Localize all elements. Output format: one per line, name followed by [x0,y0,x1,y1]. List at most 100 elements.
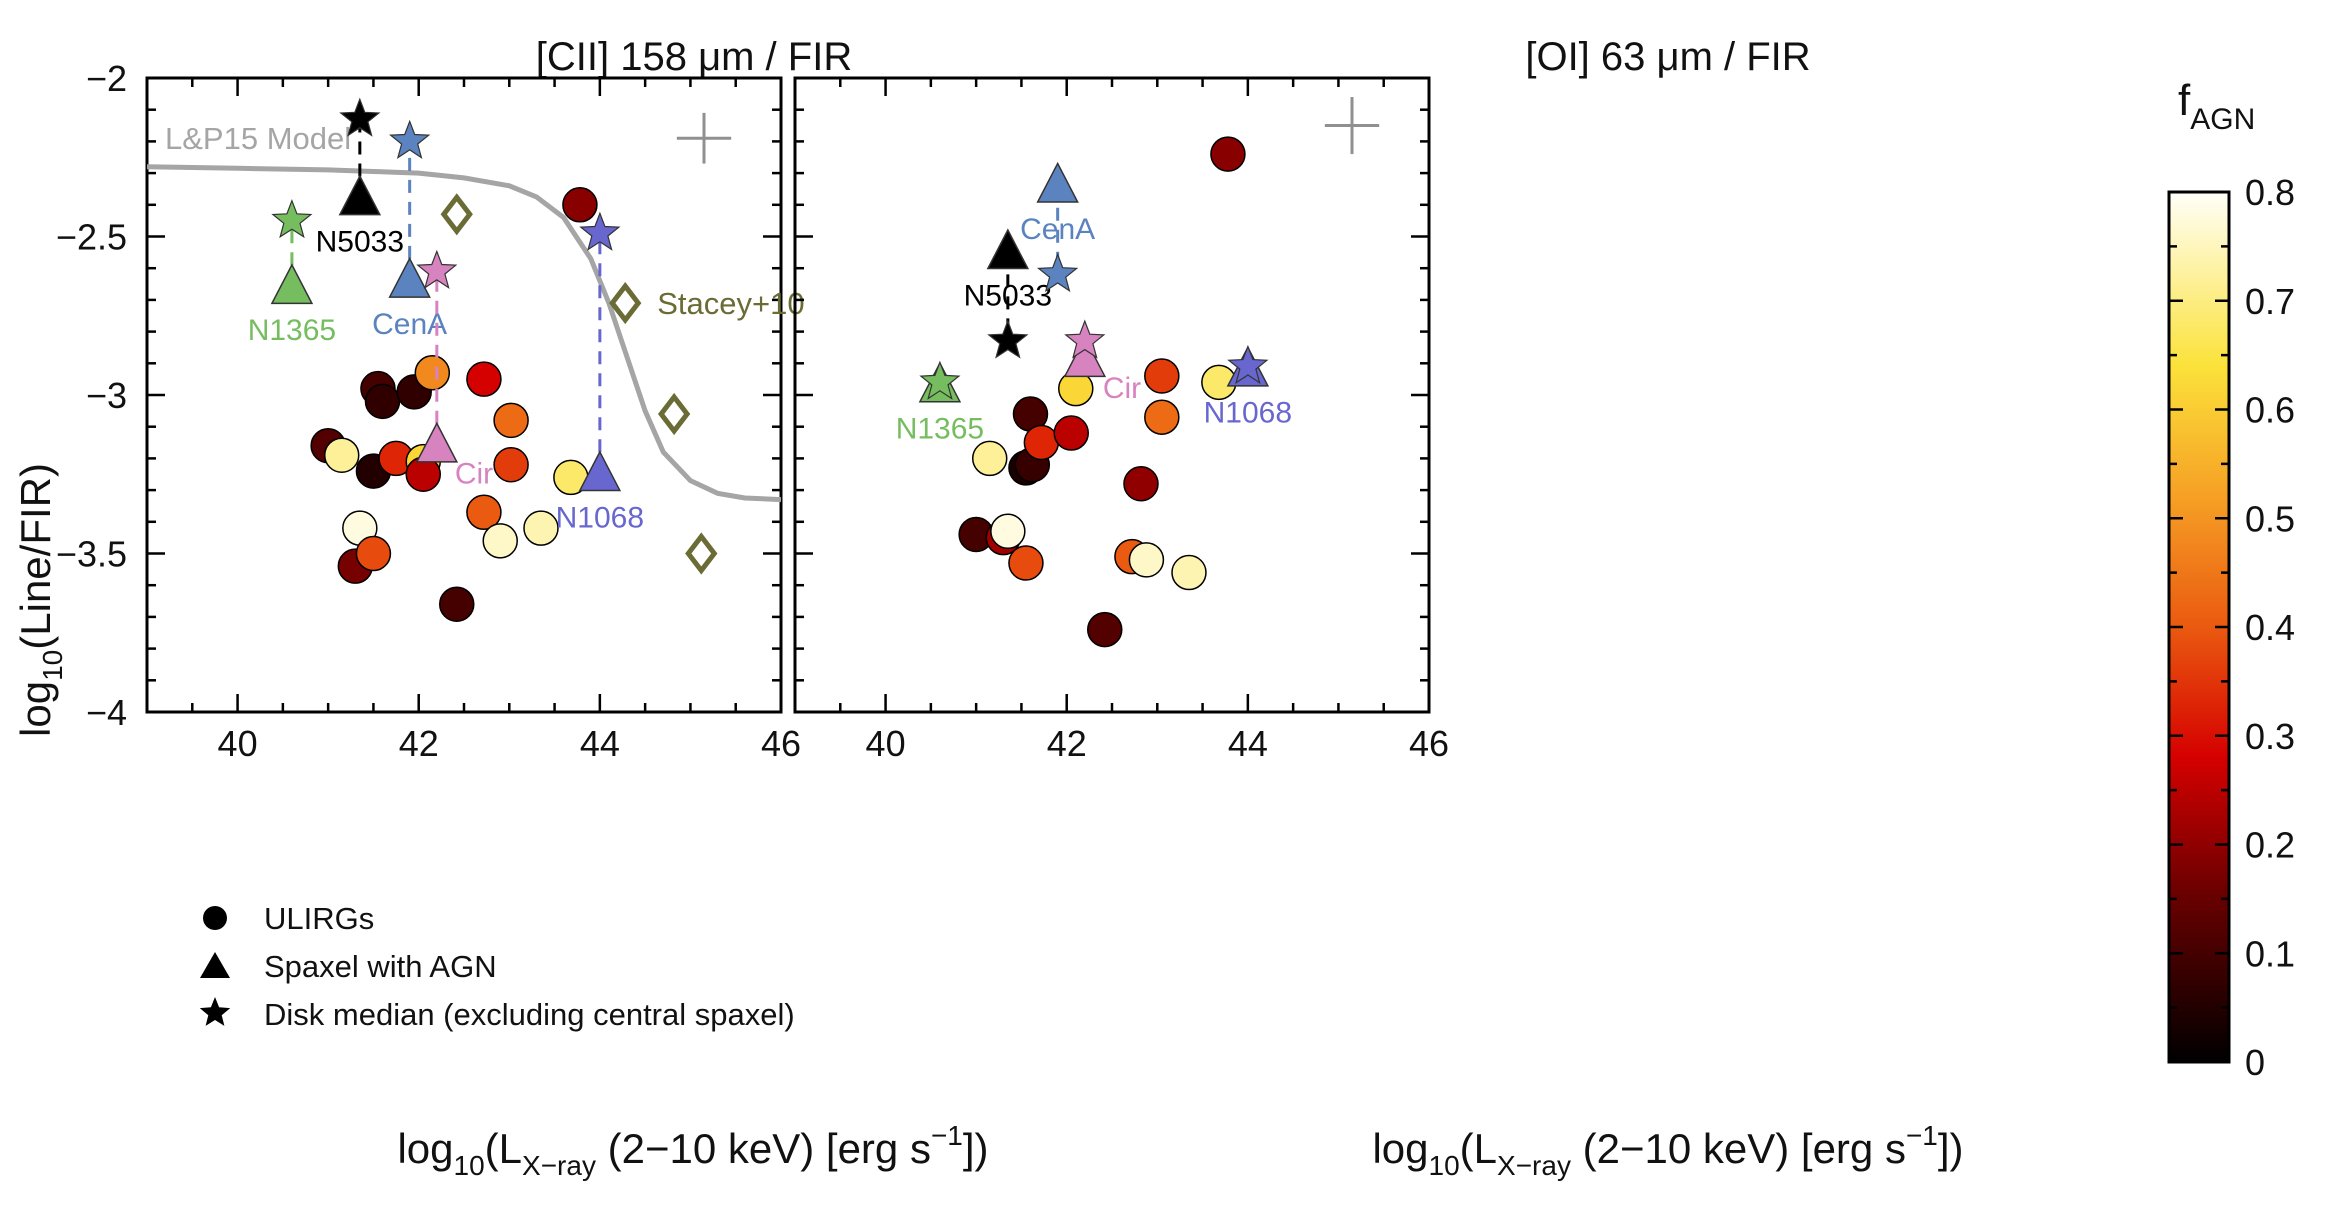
ulirg-point [1144,358,1180,394]
ulirg-point [1053,415,1089,451]
agn-label-cena: CenA [1020,213,1095,246]
x-axis-label-left: log10(LX−ray (2−10 keV) [erg s−1]) [397,1120,988,1181]
y-tick-label: −2.5 [56,217,127,258]
y-tick-label: −3 [86,375,127,416]
agn-star-n1365 [271,199,313,239]
agn-triangle-n1365 [270,263,314,305]
agn-triangle-n5033 [338,174,382,216]
x-label-sub: 10 [454,1150,485,1181]
ulirg-point [355,535,392,572]
panel-title-oi: [OI] 63 μm / FIR [1525,35,1810,79]
x-tick-label: 40 [218,723,258,764]
ulirg-point [990,513,1026,550]
legend-triangle-marker [200,952,230,978]
x-label-unit: (2−10 keV) [erg s [596,1125,931,1172]
colorbar-tick-label: 0.7 [2245,281,2295,322]
agn-triangle-cena [1036,161,1079,203]
agn-triangle-n1068 [578,450,622,492]
x-axis-label-right: log10(LX−ray (2−10 keV) [erg s−1]) [1372,1120,1963,1181]
x-tick-label: 40 [866,723,906,764]
agn-triangle-cena [388,256,431,298]
agn-label-n1068: N1068 [556,501,644,534]
ulirg-point [971,440,1008,477]
agn-label-n1068: N1068 [1204,397,1292,430]
ulirg-point [1008,545,1044,581]
x-label-prefix: log [1372,1125,1428,1172]
ulirg-point [1023,424,1060,461]
stacey10-diamond [609,281,642,325]
ulirg-point [562,187,598,223]
agn-label-cir: Cir [455,458,493,491]
agn-star-cir [416,249,458,289]
legend-star-marker [199,997,231,1026]
colorbar-tick-label: 0.3 [2245,716,2295,757]
colorbar-tick-label: 0 [2245,1042,2265,1083]
stacey10-diamond [657,392,691,436]
ulirg-point [1210,136,1246,172]
x-tick-label: 44 [580,723,620,764]
x-tick-label: 42 [399,723,439,764]
x-label-xray: X−ray [522,1150,596,1181]
colorbar-tick-label: 0.4 [2245,607,2295,648]
ulirg-point [466,361,502,397]
colorbar-label-f: f [2178,76,2191,125]
y-label-prefix: log [12,681,59,737]
ulirg-point [364,383,401,420]
agn-label-cir: Cir [1103,372,1141,405]
colorbar-label: fAGN [2178,76,2255,136]
panel-oi: 40 42 44 46 N5033 N1365 CenA Cir N1068 [793,76,1449,764]
agn-star-cena [1036,252,1079,293]
panel-cii: 40 42 44 46 −4 −3.5 −3 −2.5 −2 L&P15 Model Stacey+… [56,58,805,764]
y-tick-label: −3.5 [56,534,127,575]
ulirg-point [1144,399,1180,435]
colorbar-ticks: 0 0.1 0.2 0.3 0.4 0.5 0.6 0.7 0.8 [2169,172,2295,1083]
colorbar-tick-label: 0.8 [2245,172,2295,213]
ulirg-point [1171,554,1207,591]
ulirg-point [1123,466,1159,502]
colorbar: 0 0.1 0.2 0.3 0.4 0.5 0.6 0.7 0.8 fAGN [2167,76,2295,1083]
agn-triangle-cir [1063,336,1107,378]
agn-star-n1068 [579,211,621,251]
stacey10-diamond [440,193,473,236]
x-label-unit: (2−10 keV) [erg s [1571,1125,1906,1172]
x-tick-label: 44 [1228,723,1268,764]
agn-label-n1365: N1365 [896,412,984,445]
x-label-l: (L [1460,1125,1497,1172]
agn-star-cena [388,119,431,159]
legend: ULIRGs Spaxel with AGN Disk median (excl… [199,901,795,1032]
ulirg-point [439,586,475,622]
x-label-end: ]) [963,1125,989,1172]
x-label-l: (L [485,1125,522,1172]
stacey10-diamond [685,532,718,575]
model-label: L&P15 Model [165,121,351,156]
agn-triangle-cir [415,421,459,463]
colorbar-tick-label: 0.1 [2245,933,2295,974]
agn-label-cena: CenA [372,308,447,341]
ulirg-point [482,523,518,559]
colorbar-label-sub: AGN [2190,103,2255,136]
x-label-prefix: log [397,1125,453,1172]
colorbar-tick-label: 0.6 [2245,390,2295,431]
colorbar-tick-label: 0.2 [2245,825,2295,866]
ulirg-point [466,494,502,531]
agn-label-n5033: N5033 [964,279,1052,312]
agn-star-n1365 [919,360,961,400]
agn-label-n1365: N1365 [248,314,336,347]
legend-label-spaxel: Spaxel with AGN [264,949,497,984]
ulirg-point [1087,611,1123,648]
x-tick-label: 46 [761,723,801,764]
x-label-sub: 10 [1429,1150,1460,1181]
y-label-sub: 10 [37,650,68,681]
y-tick-label: −2 [86,58,127,99]
x-tick-label: 46 [1409,723,1449,764]
x-label-xray: X−ray [1497,1150,1571,1181]
ulirg-point [493,402,529,439]
ulirg-point [493,446,529,483]
agn-star-n5033 [339,97,381,137]
agn-star-n1068 [1227,344,1269,385]
legend-label-ulirgs: ULIRGs [264,901,374,936]
legend-label-disk: Disk median (excluding central spaxel) [264,997,795,1032]
ulirg-point [1128,542,1165,578]
x-label-sup: −1 [1906,1120,1938,1151]
